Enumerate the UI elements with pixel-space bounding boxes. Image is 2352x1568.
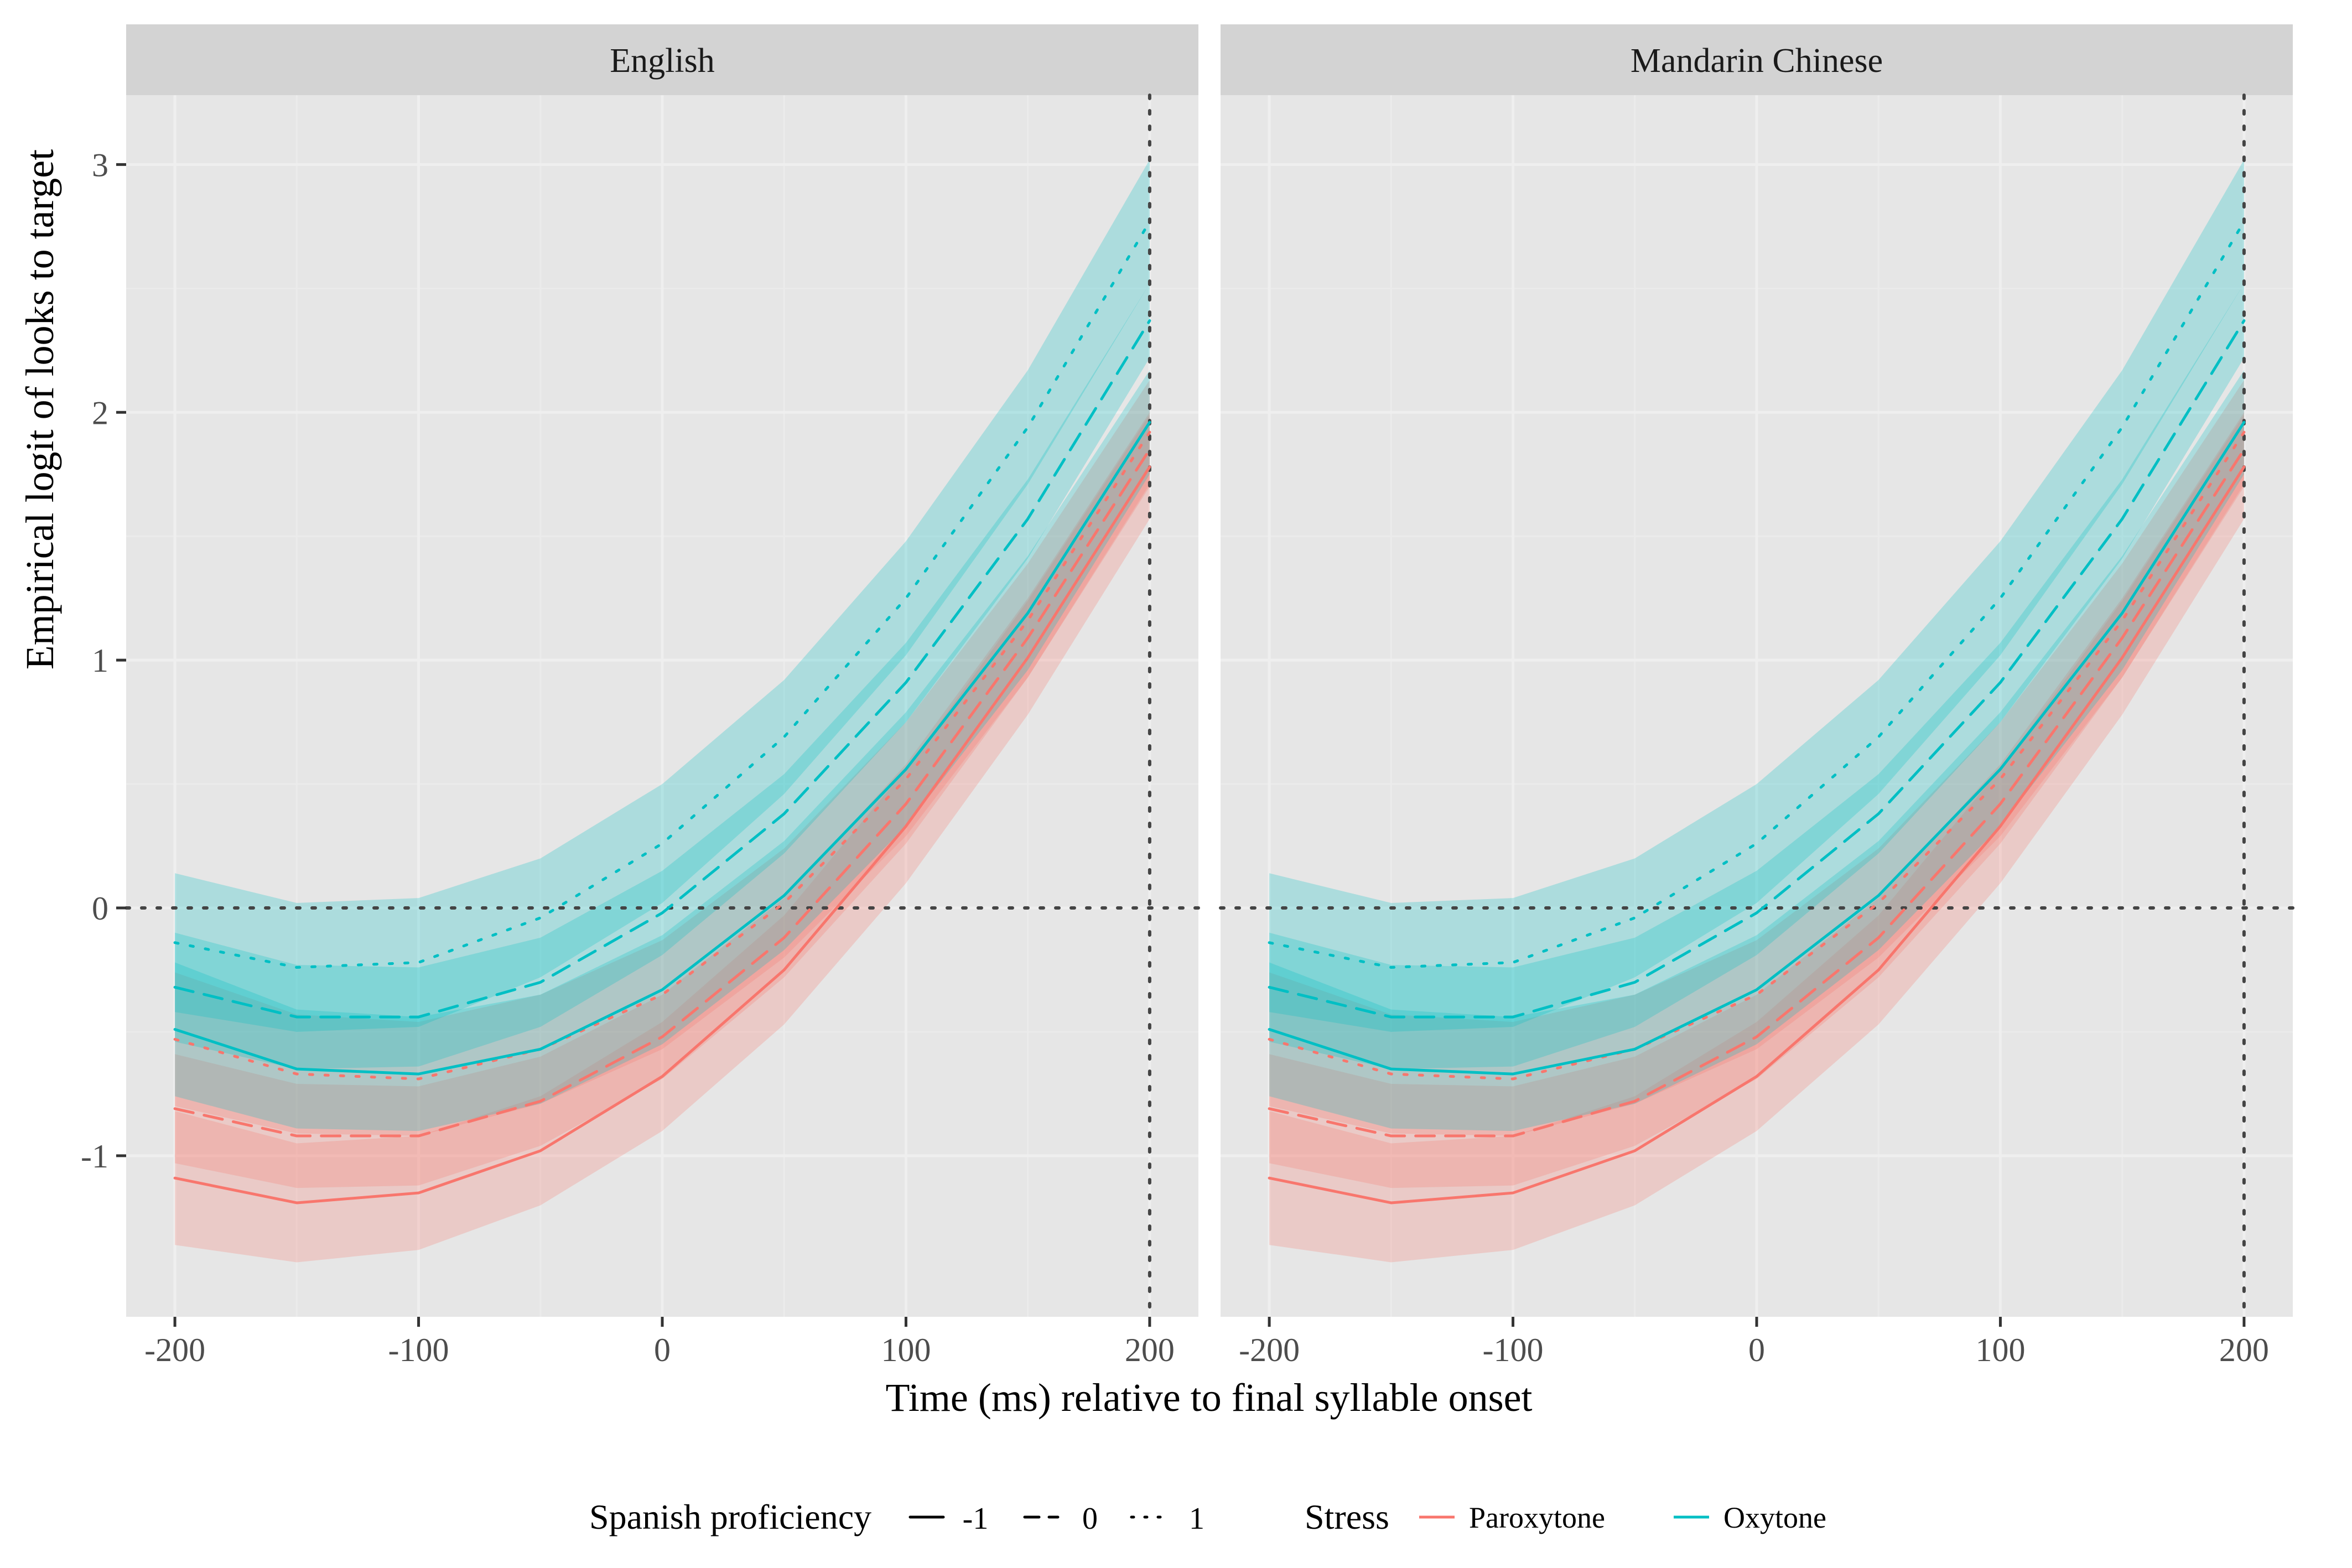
panel-title: English xyxy=(610,42,714,80)
x-tick-label: 0 xyxy=(1748,1332,1765,1368)
x-tick-label: 100 xyxy=(881,1332,931,1368)
panel-mandarin-chinese: Mandarin Chinese -200 -100 0 100 200 xyxy=(1219,24,2294,1368)
legend-title-proficiency: Spanish proficiency xyxy=(589,1497,871,1536)
series-lines xyxy=(1268,220,2246,1204)
legend-label-proficiency: 1 xyxy=(1189,1502,1204,1536)
ribbon-paroxytone--1 xyxy=(175,414,1150,1263)
x-tick-label: -200 xyxy=(1239,1332,1300,1368)
panel-english: English -200 -100 0 100 200 -1 0 1 2 3 xyxy=(81,24,1200,1368)
series-line-paroxytone--1 xyxy=(1268,465,2246,1204)
ribbon-oxytone--1 xyxy=(175,370,1150,1131)
x-axis-title: Time (ms) relative to final syllable ons… xyxy=(885,1375,1532,1420)
x-tick-label: -200 xyxy=(144,1332,205,1368)
ribbon-oxytone-1 xyxy=(175,159,1150,1032)
series-line-oxytone-0 xyxy=(1268,319,2246,1019)
x-tick-label: 100 xyxy=(1975,1332,2025,1368)
y-tick-label: 1 xyxy=(92,642,108,679)
y-tick-label: -1 xyxy=(81,1138,108,1175)
y-tick-label: 2 xyxy=(92,394,108,431)
legend: Spanish proficiency -1 0 1 Stress Paroxytone O… xyxy=(589,1497,1826,1536)
x-tick-label: -100 xyxy=(388,1332,449,1368)
series-line-oxytone-0 xyxy=(173,319,1151,1019)
x-axis: -200 -100 0 100 200 xyxy=(1239,1317,2269,1368)
y-axis-title: Empirical logit of looks to target xyxy=(18,149,62,670)
x-tick-label: -100 xyxy=(1483,1332,1544,1368)
panel-strip xyxy=(126,24,1198,95)
y-tick-label: 0 xyxy=(92,890,108,927)
ribbon-paroxytone--1 xyxy=(1269,414,2244,1263)
legend-label-stress: Oxytone xyxy=(1723,1501,1826,1534)
legend-title-stress: Stress xyxy=(1305,1497,1389,1536)
panel-title: Mandarin Chinese xyxy=(1631,42,1883,80)
series-line-paroxytone-0 xyxy=(173,448,1151,1138)
x-tick-label: 0 xyxy=(654,1332,671,1368)
gridlines xyxy=(1221,95,2293,1317)
legend-label-stress: Paroxytone xyxy=(1469,1501,1605,1534)
ribbon-paroxytone-0 xyxy=(1269,412,2244,1188)
series-lines xyxy=(173,220,1151,1204)
ribbon-paroxytone-0 xyxy=(175,412,1150,1188)
series-line-oxytone--1 xyxy=(1268,420,2246,1076)
gridlines xyxy=(126,95,1198,1317)
chart-panels: English -200 -100 0 100 200 -1 0 1 2 3 Mandarin Chi… xyxy=(81,24,2294,1368)
y-axis: -1 0 1 2 3 xyxy=(81,147,126,1175)
x-tick-label: 200 xyxy=(2219,1332,2269,1368)
ribbon-oxytone-1 xyxy=(1269,159,2244,1032)
legend-label-proficiency: -1 xyxy=(963,1502,989,1536)
panel-strip xyxy=(1221,24,2293,95)
y-tick-label: 3 xyxy=(92,147,108,183)
x-tick-label: 200 xyxy=(1125,1332,1175,1368)
legend-label-proficiency: 0 xyxy=(1082,1502,1098,1536)
ribbon-oxytone--1 xyxy=(1269,370,2244,1131)
series-line-paroxytone-0 xyxy=(1268,448,2246,1138)
x-axis: -200 -100 0 100 200 xyxy=(144,1317,1175,1368)
series-line-paroxytone--1 xyxy=(173,465,1151,1204)
series-line-oxytone--1 xyxy=(173,420,1151,1076)
